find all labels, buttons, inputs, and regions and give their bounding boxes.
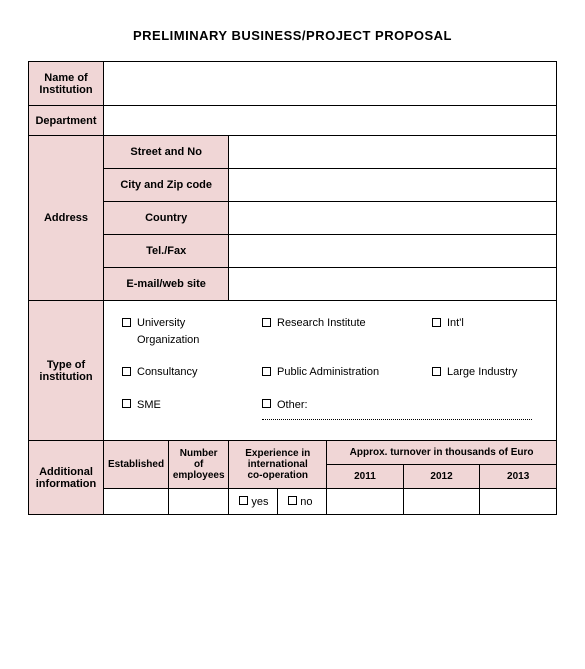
opt-consultancy-label: Consultancy <box>137 366 198 378</box>
label-turnover: Approx. turnover in thousands of Euro <box>327 441 557 465</box>
field-department[interactable] <box>104 106 557 136</box>
label-established: Established <box>104 441 169 489</box>
checkbox-icon <box>262 318 271 327</box>
checkbox-icon <box>122 399 131 408</box>
field-experience-yes[interactable]: yes <box>229 489 278 515</box>
field-name-of-institution[interactable] <box>104 62 557 106</box>
label-email: E-mail/web site <box>104 268 229 301</box>
type-options-area: University Organization Research Institu… <box>104 301 557 441</box>
field-turnover-2013[interactable] <box>480 489 557 515</box>
opt-public-admin[interactable]: Public Administration <box>262 364 432 381</box>
opt-public-admin-label: Public Administration <box>277 366 379 378</box>
label-year-2: 2012 <box>403 465 480 489</box>
label-street: Street and No <box>104 136 229 169</box>
no-label: no <box>300 496 312 508</box>
label-name-of-institution: Name of Institution <box>29 62 104 106</box>
opt-large-industry[interactable]: Large Industry <box>432 364 542 381</box>
field-country[interactable] <box>229 202 557 235</box>
label-department: Department <box>29 106 104 136</box>
label-year-3: 2013 <box>480 465 557 489</box>
label-country: Country <box>104 202 229 235</box>
opt-intl[interactable]: Int'l <box>432 315 542 348</box>
label-experience: Experience in international co-operation <box>229 441 327 489</box>
opt-intl-label: Int'l <box>447 317 464 329</box>
opt-university[interactable]: University Organization <box>122 315 262 348</box>
opt-sme-label: SME <box>137 399 161 411</box>
opt-university-label: University Organization <box>137 315 227 348</box>
field-tel[interactable] <box>229 235 557 268</box>
txt: international <box>248 459 308 470</box>
txt: of <box>194 459 203 470</box>
label-num-employees: Number of employees <box>169 441 229 489</box>
opt-research[interactable]: Research Institute <box>262 315 432 348</box>
opt-large-industry-label: Large Industry <box>447 366 517 378</box>
label-tel: Tel./Fax <box>104 235 229 268</box>
field-turnover-2011[interactable] <box>327 489 404 515</box>
page-title: PRELIMINARY BUSINESS/PROJECT PROPOSAL <box>28 28 557 43</box>
checkbox-icon <box>122 318 131 327</box>
checkbox-icon <box>122 367 131 376</box>
field-established[interactable] <box>104 489 169 515</box>
checkbox-icon <box>432 367 441 376</box>
opt-consultancy[interactable]: Consultancy <box>122 364 262 381</box>
field-city[interactable] <box>229 169 557 202</box>
opt-other[interactable]: Other: <box>262 397 432 414</box>
label-address: Address <box>29 136 104 301</box>
field-experience-no[interactable]: no <box>278 489 327 515</box>
opt-other-label: Other: <box>277 399 308 411</box>
checkbox-icon <box>239 496 248 505</box>
opt-research-label: Research Institute <box>277 317 366 329</box>
field-street[interactable] <box>229 136 557 169</box>
txt: Number <box>180 448 218 459</box>
checkbox-icon <box>432 318 441 327</box>
proposal-table: Name of Institution Department Address S… <box>28 61 557 515</box>
checkbox-icon <box>288 496 297 505</box>
txt: Experience in <box>245 448 310 459</box>
other-fill-line[interactable] <box>262 419 532 420</box>
yes-label: yes <box>251 496 268 508</box>
field-num-employees[interactable] <box>169 489 229 515</box>
txt: co-operation <box>247 470 308 481</box>
txt: employees <box>173 470 225 481</box>
label-city: City and Zip code <box>104 169 229 202</box>
opt-sme[interactable]: SME <box>122 397 262 414</box>
field-email[interactable] <box>229 268 557 301</box>
label-additional-information: Additional information <box>29 441 104 515</box>
label-year-1: 2011 <box>327 465 404 489</box>
checkbox-icon <box>262 399 271 408</box>
label-type-of-institution: Type of institution <box>29 301 104 441</box>
field-turnover-2012[interactable] <box>403 489 480 515</box>
checkbox-icon <box>262 367 271 376</box>
